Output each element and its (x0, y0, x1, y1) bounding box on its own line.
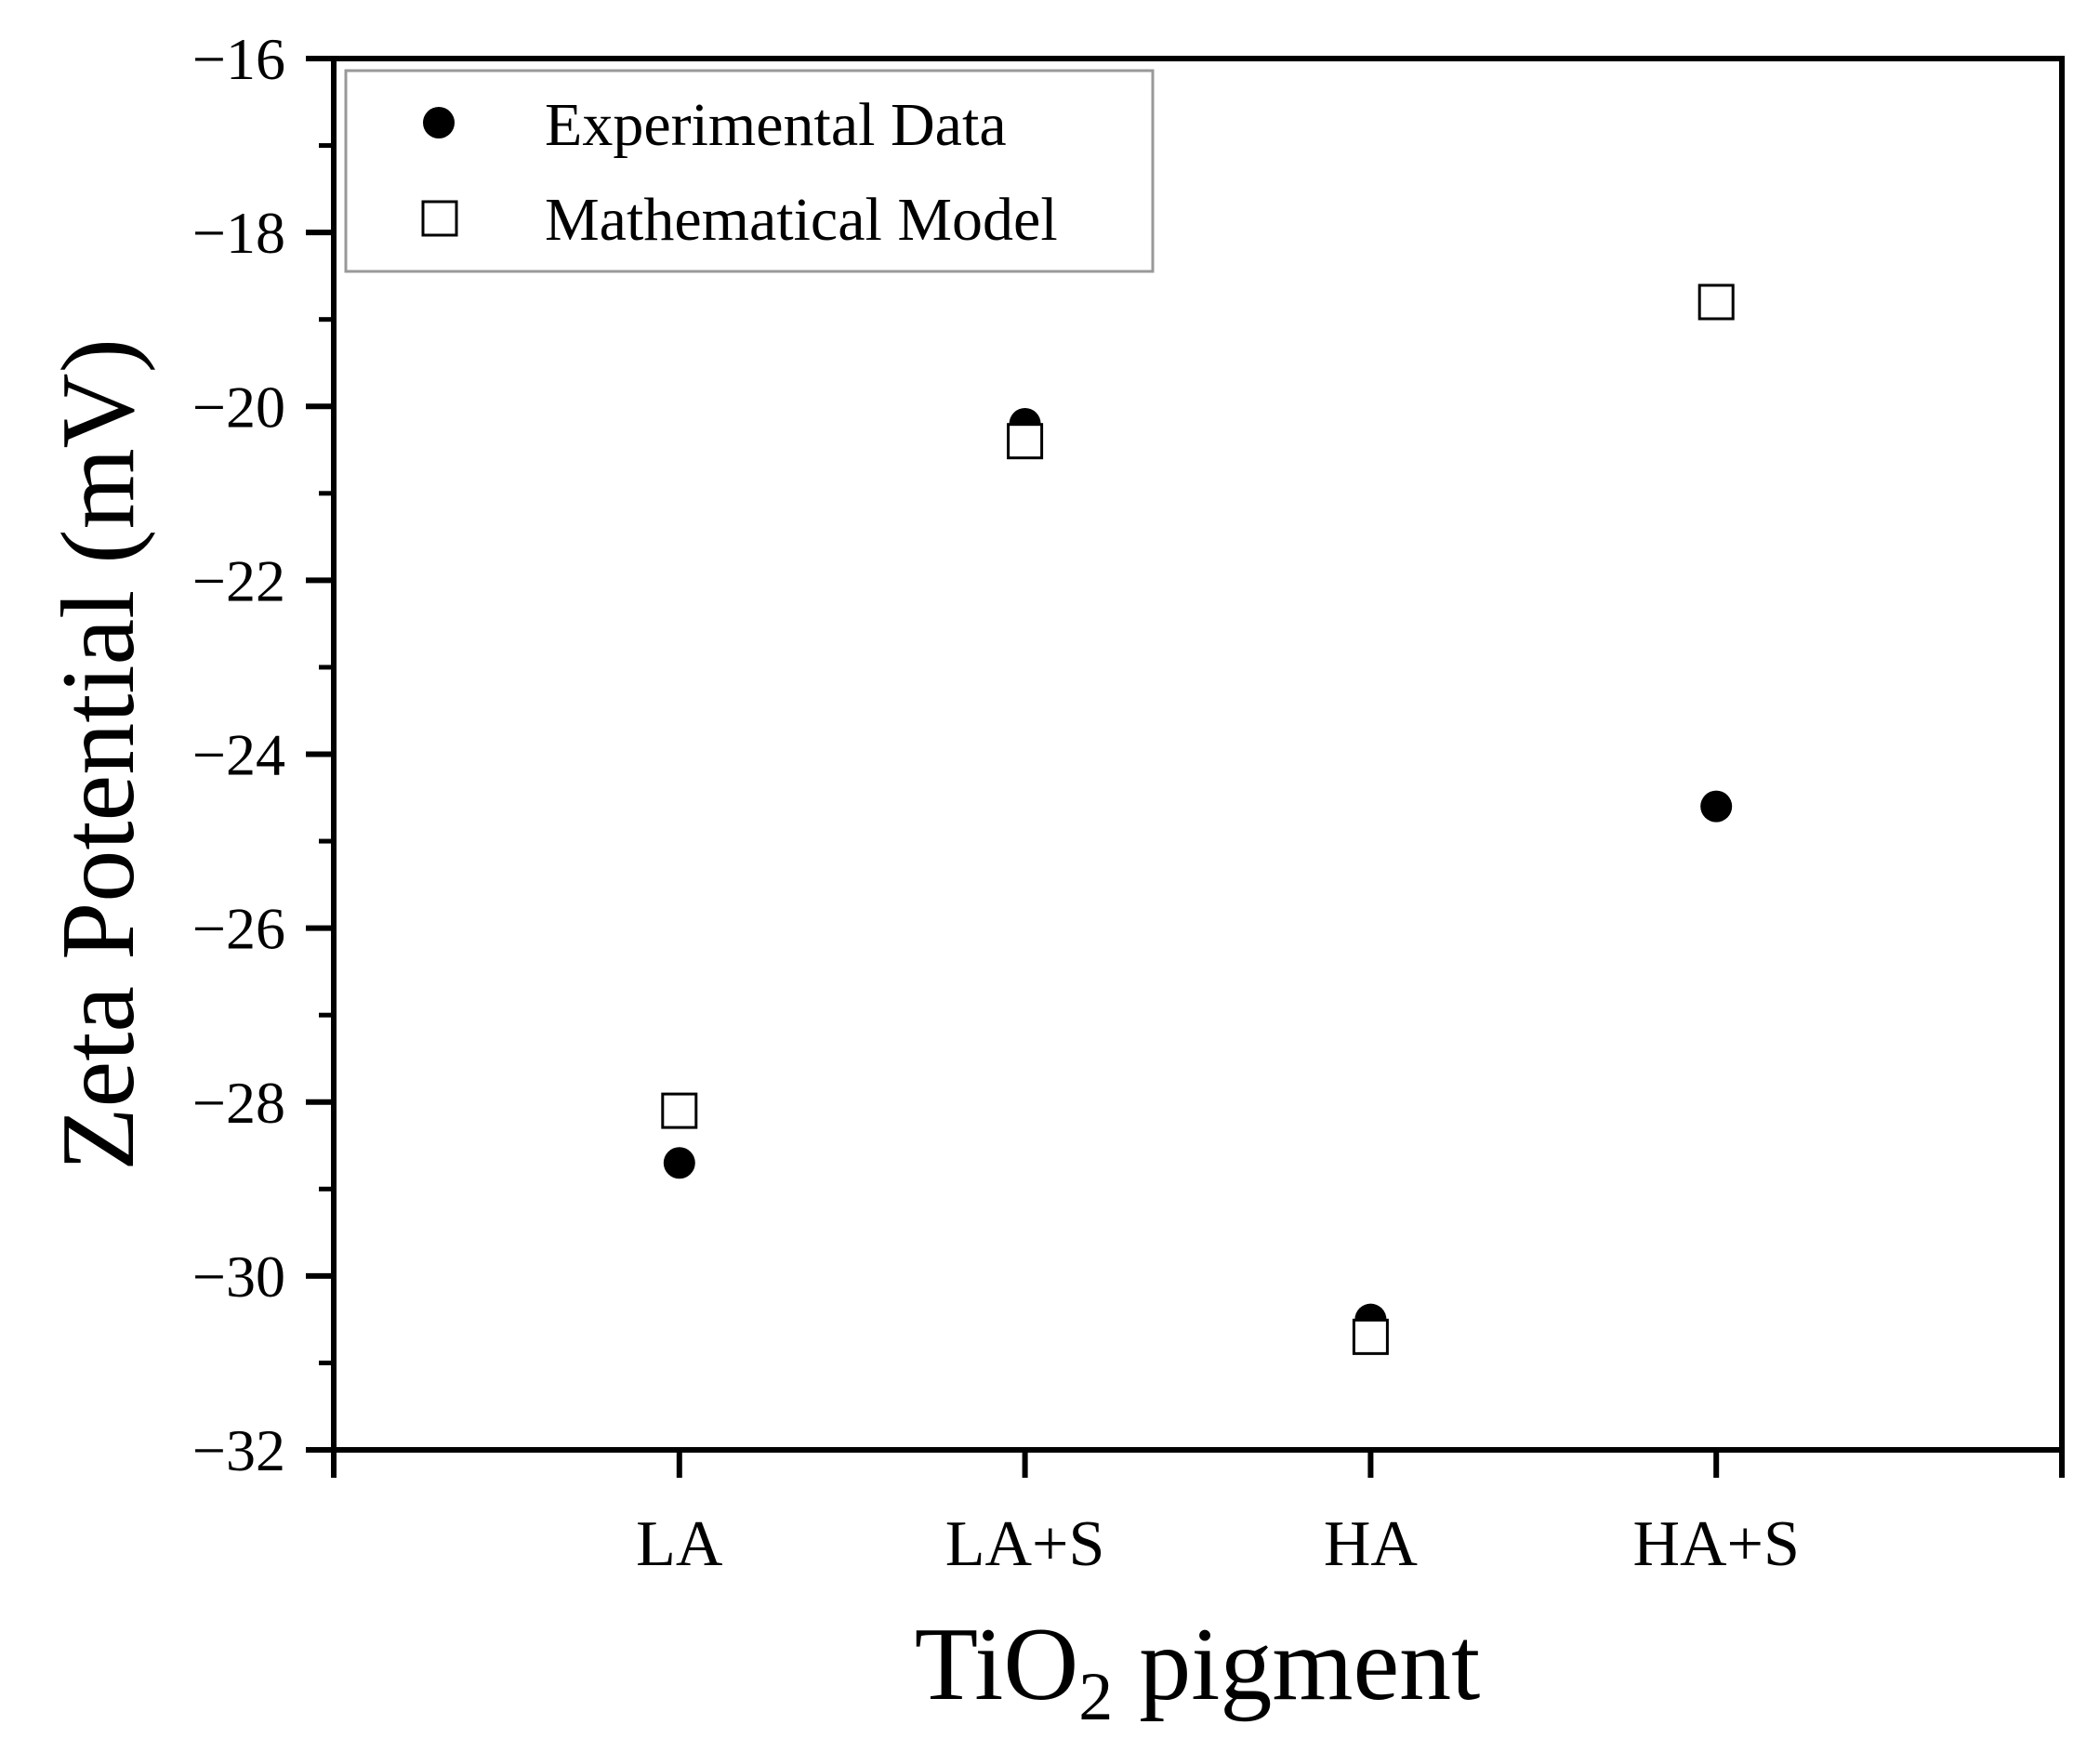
x-axis-title-rest: pigment (1113, 1607, 1480, 1722)
y-tick-label: −24 (192, 722, 285, 788)
experimental-data-point (663, 1147, 695, 1179)
x-axis-title-main: TiO (915, 1607, 1078, 1722)
legend-label-model: Mathematical Model (545, 186, 1058, 254)
legend: Experimental Data Mathematical Model (344, 69, 1155, 273)
x-tick-label: LA+S (945, 1508, 1105, 1580)
y-tick-label: −32 (192, 1417, 285, 1483)
x-axis-ticks: LA LA+S HA HA+S (331, 1450, 2065, 1580)
legend-marker-experimental (423, 107, 455, 138)
y-tick-label: −18 (192, 200, 285, 266)
legend-marker-model (421, 200, 458, 237)
data-markers (661, 283, 1735, 1355)
x-axis-title: TiO2 pigment (915, 1607, 1481, 1735)
experimental-data-point (1700, 790, 1733, 823)
y-tick-label: −22 (192, 547, 285, 613)
mathematical-model-point (661, 1092, 698, 1129)
x-axis-title-subscript: 2 (1078, 1659, 1113, 1735)
y-tick-label: −26 (192, 896, 285, 962)
y-axis-title: Zeta Potential (mV) (41, 338, 156, 1171)
x-tick-label: HA (1324, 1508, 1419, 1580)
legend-box (344, 69, 1155, 273)
x-tick-label: HA+S (1632, 1508, 1800, 1580)
legend-label-experimental: Experimental Data (545, 91, 1007, 159)
x-tick-label: LA (636, 1508, 723, 1580)
y-minor-ticks (319, 143, 334, 1365)
y-axis-ticks: −16 −18 −20 −22 −24 −26 −28 −30 −32 (192, 26, 334, 1483)
mathematical-model-point (1352, 1318, 1389, 1355)
y-tick-label: −30 (192, 1244, 285, 1310)
y-tick-label: −28 (192, 1070, 285, 1136)
mathematical-model-point (1007, 423, 1044, 460)
mathematical-model-point (1697, 283, 1735, 321)
y-tick-label: −20 (192, 374, 285, 440)
y-tick-label: −16 (192, 26, 285, 92)
